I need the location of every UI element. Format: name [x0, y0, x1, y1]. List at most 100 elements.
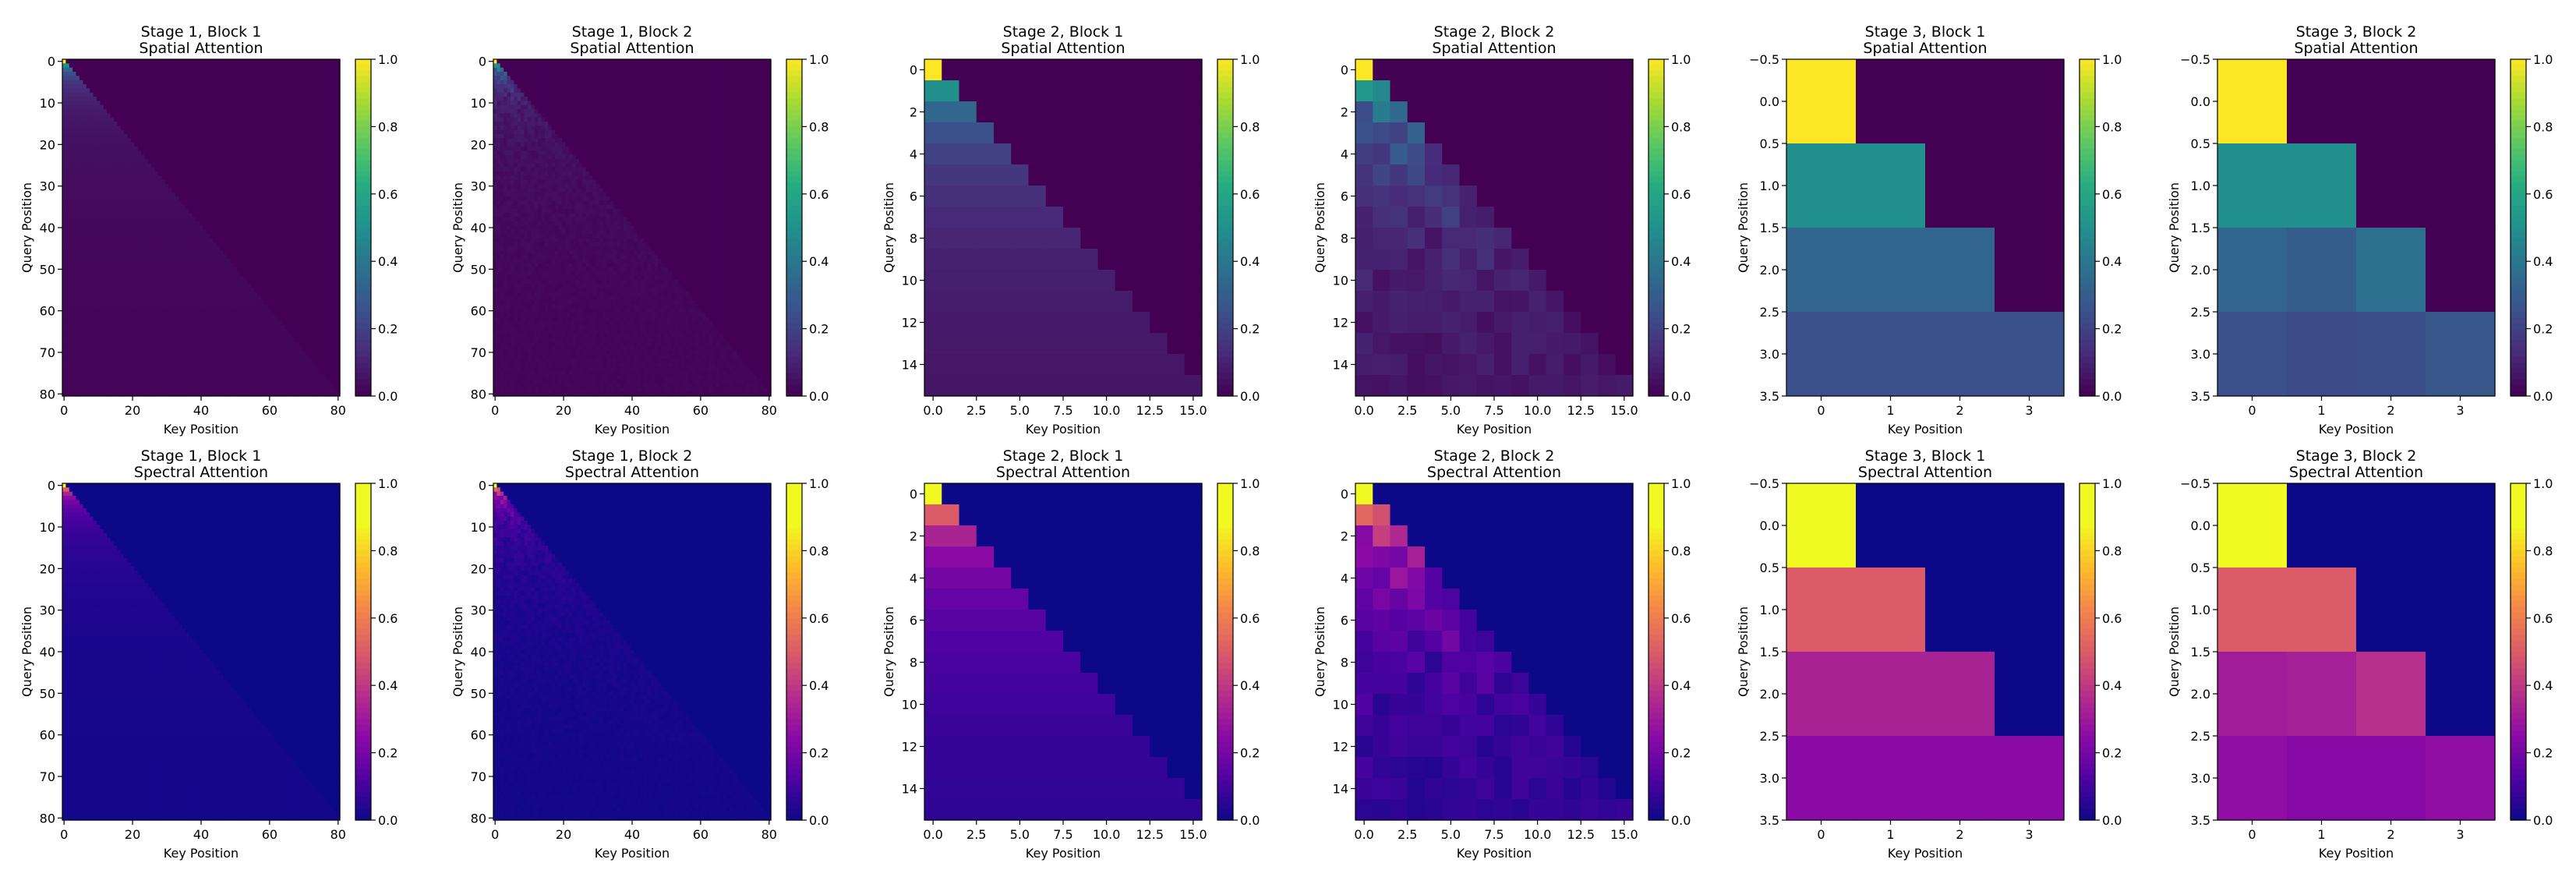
- heatmap-cell: [209, 221, 214, 226]
- heatmap-cell: [220, 225, 224, 231]
- heatmap-cell: [312, 80, 316, 85]
- heatmap-cell: [323, 267, 327, 272]
- heatmap-cell: [240, 313, 245, 318]
- heatmap-cell: [182, 229, 186, 235]
- heatmap-cell: [323, 238, 327, 243]
- heatmap-cell: [154, 229, 159, 235]
- heatmap-cell: [309, 200, 313, 206]
- heatmap-cell: [100, 97, 104, 101]
- heatmap-cell: [216, 204, 221, 210]
- heatmap-cell: [267, 250, 272, 256]
- heatmap-cell: [274, 63, 279, 69]
- heatmap-cell: [277, 238, 282, 243]
- heatmap-cell: [154, 104, 159, 110]
- heatmap-cell: [164, 80, 169, 85]
- heatmap-cell: [243, 304, 248, 309]
- heatmap-cell: [203, 300, 207, 306]
- heatmap-cell: [274, 304, 279, 309]
- heatmap-cell: [316, 267, 320, 272]
- heatmap-cell: [103, 179, 108, 185]
- heatmap-cell: [144, 175, 149, 181]
- heatmap-cell: [216, 80, 221, 85]
- heatmap-cell: [189, 97, 193, 101]
- heatmap-cell: [161, 271, 166, 276]
- heatmap-cell: [186, 250, 190, 256]
- heatmap-cell: [161, 250, 166, 256]
- heatmap-cell: [230, 147, 235, 151]
- heatmap-cell: [223, 238, 228, 243]
- heatmap-cell: [199, 134, 203, 139]
- heatmap-cell: [164, 304, 169, 309]
- heatmap-cell: [230, 175, 235, 181]
- heatmap-cell: [230, 92, 235, 97]
- heatmap-cell: [309, 296, 313, 301]
- heatmap-cell: [113, 300, 118, 306]
- heatmap-cell: [127, 229, 132, 235]
- heatmap-cell: [137, 109, 142, 114]
- heatmap-cell: [333, 88, 337, 94]
- heatmap-cell: [316, 101, 320, 106]
- heatmap-cell: [69, 296, 73, 301]
- heatmap-cell: [237, 288, 242, 293]
- heatmap-cell: [220, 101, 224, 106]
- heatmap-cell: [216, 101, 221, 106]
- heatmap-cell: [319, 188, 323, 193]
- heatmap-cell: [223, 213, 228, 218]
- heatmap-cell: [90, 263, 94, 268]
- heatmap-cell: [171, 154, 176, 160]
- heatmap-cell: [199, 117, 203, 122]
- heatmap-cell: [168, 309, 173, 313]
- heatmap-cell: [120, 92, 125, 97]
- heatmap-cell: [203, 126, 207, 131]
- heatmap-cell: [312, 284, 316, 288]
- heatmap-cell: [226, 304, 231, 309]
- heatmap-cell: [90, 213, 94, 218]
- heatmap-cell: [277, 97, 282, 101]
- heatmap-cell: [130, 101, 135, 106]
- heatmap-cell: [299, 275, 303, 281]
- heatmap-cell: [65, 167, 70, 172]
- heatmap-cell: [281, 267, 286, 272]
- heatmap-cell: [237, 275, 242, 281]
- heatmap-cell: [209, 296, 214, 301]
- heatmap-cell: [199, 138, 203, 143]
- heatmap-cell: [257, 147, 262, 151]
- heatmap-cell: [247, 263, 252, 268]
- heatmap-cell: [213, 209, 217, 214]
- heatmap-cell: [144, 67, 149, 72]
- heatmap-cell: [319, 213, 323, 218]
- heatmap-cell: [223, 159, 228, 164]
- heatmap-cell: [127, 179, 132, 185]
- heatmap-cell: [306, 72, 310, 76]
- heatmap-cell: [189, 246, 193, 251]
- heatmap-cell: [62, 117, 66, 122]
- heatmap-cell: [333, 304, 337, 309]
- heatmap-cell: [254, 288, 259, 293]
- heatmap-cell: [93, 159, 97, 164]
- heatmap-cell: [223, 304, 228, 309]
- heatmap-cell: [233, 296, 238, 301]
- heatmap-cell: [96, 204, 101, 210]
- heatmap-cell: [113, 129, 118, 135]
- heatmap-cell: [271, 309, 276, 313]
- heatmap-cell: [206, 188, 210, 193]
- heatmap-cell: [292, 76, 296, 81]
- heatmap-cell: [151, 238, 156, 243]
- heatmap-cell: [240, 142, 245, 147]
- heatmap-cell: [292, 279, 296, 285]
- heatmap-cell: [295, 196, 299, 201]
- heatmap-cell: [216, 104, 221, 110]
- heatmap-cell: [182, 154, 186, 160]
- heatmap-cell: [243, 117, 248, 122]
- heatmap-cell: [277, 192, 282, 197]
- heatmap-cell: [96, 104, 101, 110]
- heatmap-cell: [292, 284, 296, 288]
- heatmap-cell: [100, 122, 104, 126]
- heatmap-cell: [175, 217, 180, 222]
- heatmap-cell: [309, 263, 313, 268]
- heatmap-cell: [260, 296, 265, 301]
- heatmap-cell: [199, 59, 203, 64]
- heatmap-cell: [79, 154, 83, 160]
- heatmap-cell: [277, 84, 282, 89]
- heatmap-cell: [171, 304, 176, 309]
